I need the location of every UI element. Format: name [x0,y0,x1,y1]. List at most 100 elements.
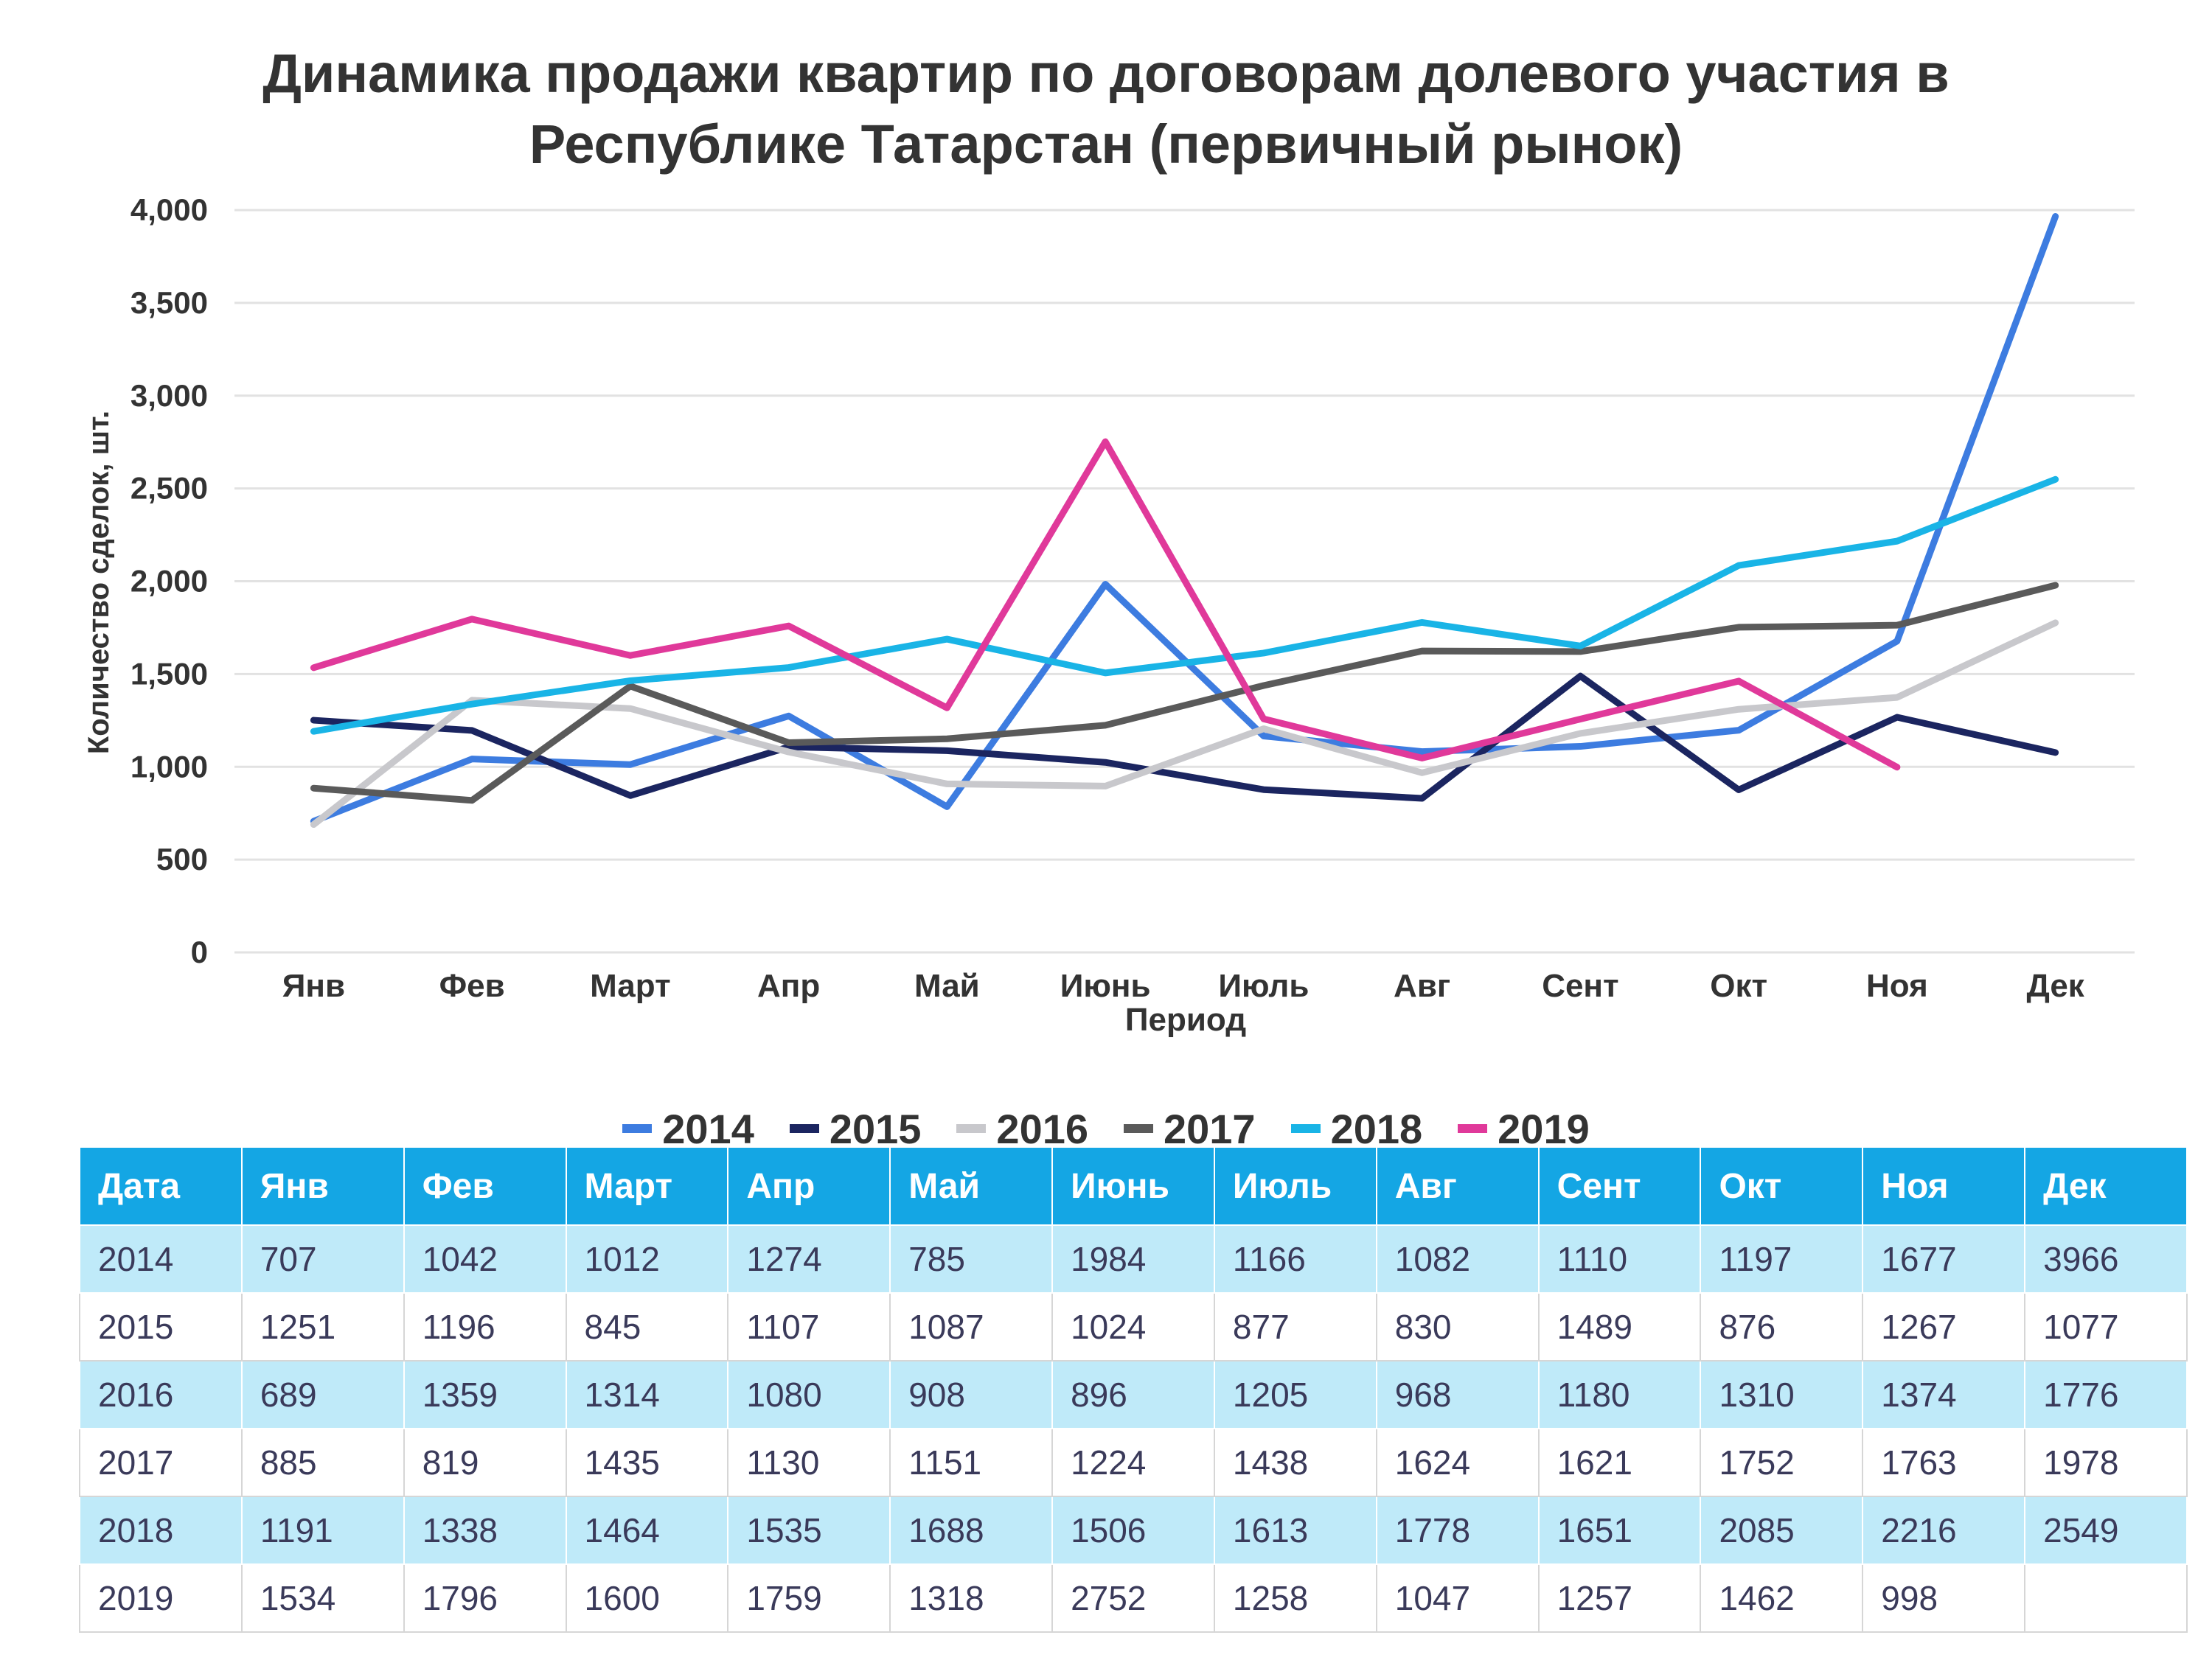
legend-label: 2017 [1164,1105,1256,1152]
y-axis-label: Количество сделок, шт. [83,411,115,754]
table-cell: 1130 [727,1428,891,1497]
x-tick-label: Сент [1542,968,1618,1004]
table-cell: 908 [889,1360,1054,1429]
table-cell: 1778 [1375,1496,1540,1565]
table-row: 2019 1534 1796 1600 1759 1318 2752 1258 1047 1257… [79,1563,2188,1633]
table-header-cell: Фев [403,1146,567,1226]
chart-title-line-1: Динамика продажи квартир по договорам до… [262,43,1950,104]
table-cell: 1224 [1051,1428,1215,1497]
table-row: 2014 707 1042 1012 1274 785 1984 1166 1082 1110 11… [79,1224,2188,1294]
y-tick-label: 500 [156,842,208,876]
y-tick-label: 1,500 [131,656,208,691]
chart-legend: 2014 2015 2016 2017 2018 2019 [0,1103,2212,1154]
table-cell: 1205 [1213,1360,1377,1429]
table-cell: 877 [1213,1292,1377,1362]
table-header-cell: Май [889,1146,1054,1226]
table-cell: 1087 [889,1292,1054,1362]
y-tick-label: 3,500 [131,285,208,320]
legend-swatch [956,1124,987,1133]
table-cell: 998 [1862,1563,2026,1633]
table-cell: 830 [1375,1292,1540,1362]
table-cell: 845 [565,1292,729,1362]
table-cell: 1251 [240,1292,405,1362]
y-tick-label: 3,000 [131,378,208,413]
table-header-cell: Дек [2024,1146,2188,1226]
series-line-2018 [310,475,2059,735]
table-cell: 1624 [1375,1428,1540,1497]
table-cell: 885 [240,1428,405,1497]
table-cell: 1464 [565,1496,729,1565]
table-cell: 2549 [2024,1496,2188,1565]
legend-label: 2018 [1330,1105,1423,1152]
table-cell: 2014 [79,1224,243,1294]
table-cell: 2019 [79,1563,243,1633]
table-cell: 2015 [79,1292,243,1362]
table-cell: 1077 [2024,1292,2188,1362]
table-cell: 896 [1051,1360,1215,1429]
table-header-cell: Июль [1213,1146,1377,1226]
table-header-cell: Июнь [1051,1146,1215,1226]
table-header-cell: Авг [1375,1146,1540,1226]
x-tick-label: Янв [282,968,345,1004]
table-cell: 1107 [727,1292,891,1362]
table-cell: 1338 [403,1496,567,1565]
table-cell: 1506 [1051,1496,1215,1565]
table-cell: 968 [1375,1360,1540,1429]
series-line-2015 [310,672,2059,802]
x-tick-label: Май [914,968,980,1004]
table-cell: 876 [1700,1292,1864,1362]
series-lines [310,213,2059,829]
table-cell: 2216 [1862,1496,2026,1565]
series-line-2019 [310,438,1901,771]
table-header-cell: Дата [79,1146,243,1226]
table-cell [2024,1563,2188,1633]
table-cell: 1978 [2024,1428,2188,1497]
table-cell: 1534 [240,1563,405,1633]
table-cell: 1796 [403,1563,567,1633]
table-cell: 1613 [1213,1496,1377,1565]
table-row: 2018 1191 1338 1464 1535 1688 1506 1613 1778 1651… [79,1496,2188,1565]
table-cell: 1166 [1213,1224,1377,1294]
table-cell: 1984 [1051,1224,1215,1294]
y-tick-label: 4,000 [131,192,208,227]
legend-item-2018: 2018 [1290,1105,1423,1153]
table-header-cell: Янв [240,1146,405,1226]
chart-title-line-2: Республике Татарстан (первичный рынок) [529,114,1683,175]
table-cell: 1258 [1213,1563,1377,1633]
table-row: 2015 1251 1196 845 1107 1087 1024 877 830 1489 876… [79,1292,2188,1362]
table-cell: 1024 [1051,1292,1215,1362]
gridlines [234,209,2135,954]
table-header-cell: Сент [1537,1146,1702,1226]
table-cell: 1191 [240,1496,405,1565]
table-cell: 1180 [1537,1360,1702,1429]
legend-label: 2015 [829,1105,922,1152]
legend-swatch [1290,1124,1321,1133]
x-tick-label: Июль [1218,968,1309,1004]
x-tick-label: Окт [1710,968,1767,1004]
legend-item-2017: 2017 [1124,1105,1256,1153]
chart-title: Динамика продажи квартир по договорам до… [184,38,2028,180]
table-header-cell: Окт [1700,1146,1864,1226]
x-tick-label: Апр [757,968,820,1004]
table-cell: 1082 [1375,1224,1540,1294]
table-header-cell: Март [565,1146,729,1226]
table-cell: 1677 [1862,1224,2026,1294]
table-cell: 819 [403,1428,567,1497]
table-cell: 1110 [1537,1224,1702,1294]
table-cell: 707 [240,1224,405,1294]
x-tick-label: Ноя [1866,968,1928,1004]
y-tick-label: 2,000 [131,564,208,599]
table-cell: 2085 [1700,1496,1864,1565]
table-header-cell: Апр [727,1146,891,1226]
table-cell: 2018 [79,1496,243,1565]
table-cell: 1651 [1537,1496,1702,1565]
table-cell: 1318 [889,1563,1054,1633]
table-cell: 1012 [565,1224,729,1294]
table-cell: 2016 [79,1360,243,1429]
x-tick-label: Авг [1394,968,1450,1004]
table-cell: 1374 [1862,1360,2026,1429]
legend-item-2016: 2016 [956,1105,1088,1153]
table-cell: 1197 [1700,1224,1864,1294]
table-cell: 785 [889,1224,1054,1294]
table-cell: 1274 [727,1224,891,1294]
